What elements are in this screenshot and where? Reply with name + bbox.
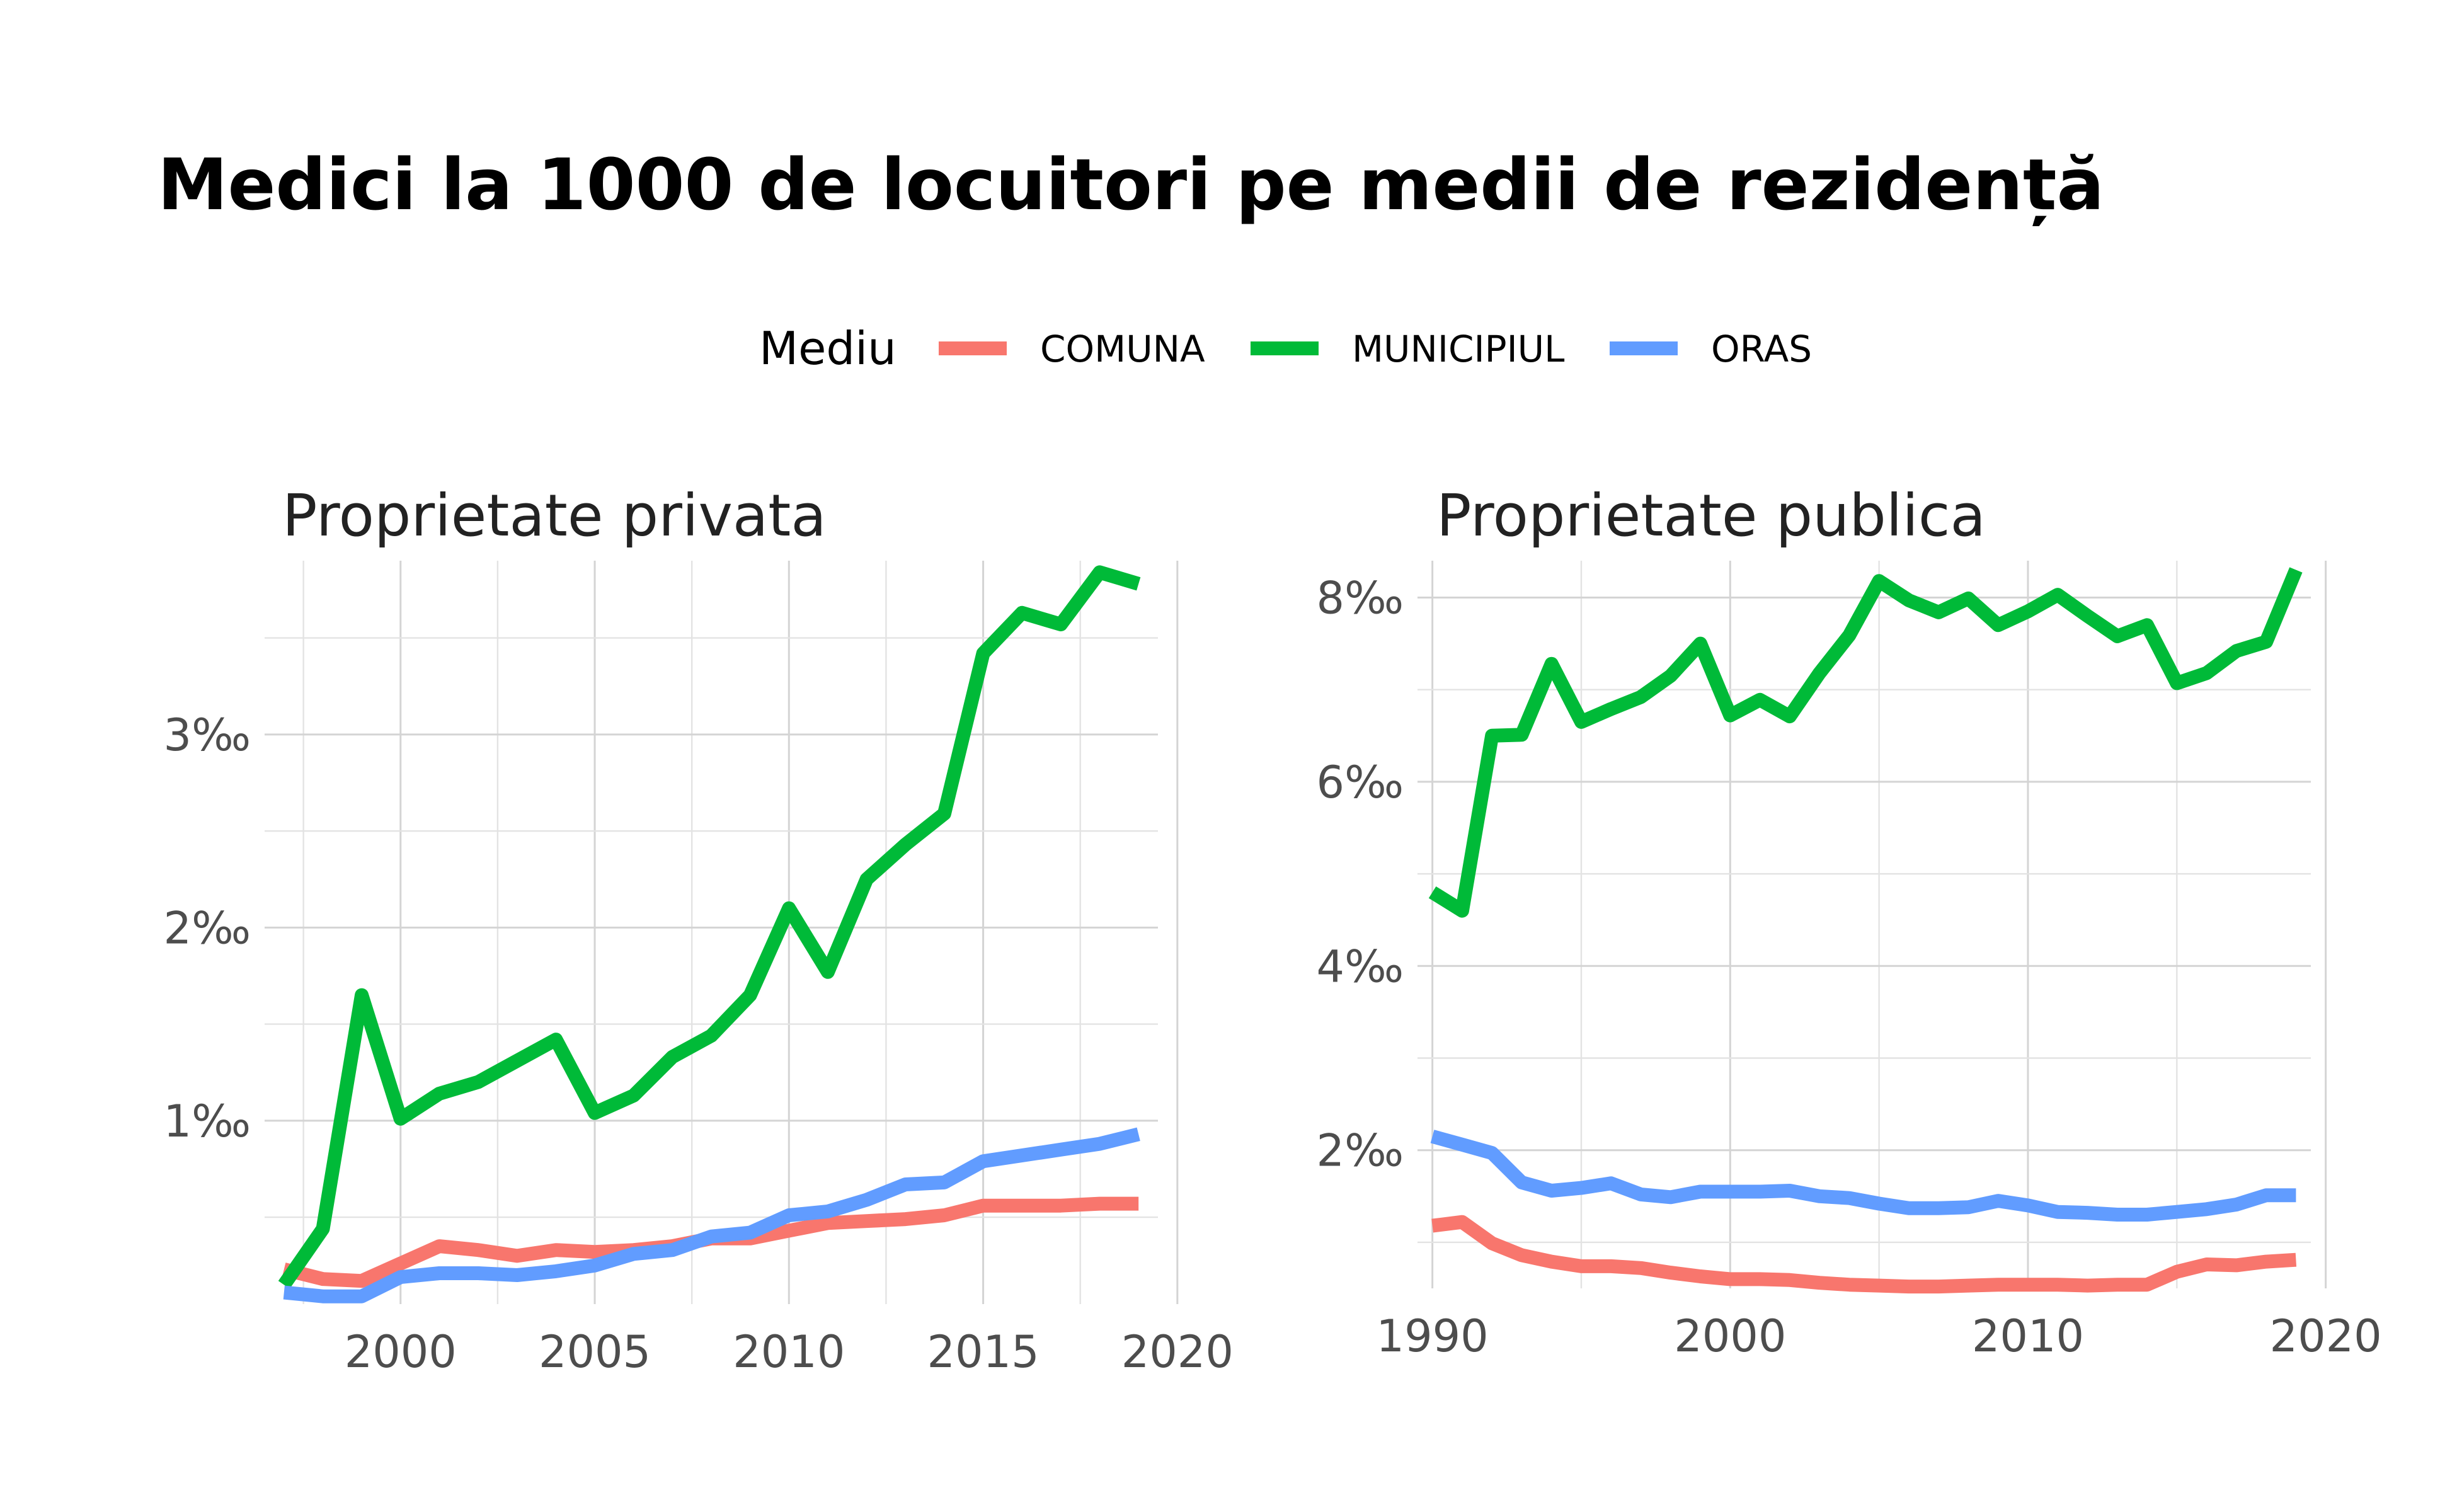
legend: Mediu COMUNA MUNICIPIUL ORAS: [759, 322, 1812, 375]
panel-title-publica: Proprietate publica: [1436, 482, 1986, 549]
x-tick-label: 2000: [1674, 1310, 1786, 1362]
panel-proprietate-privata: Proprietate privata 1‰ 2‰ 3‰ 2000 2005 2010 20…: [164, 482, 1234, 1378]
x-tick-label: 2020: [2270, 1310, 2382, 1362]
panel-proprietate-publica: Proprietate publica 2‰ 4‰ 6‰ 8‰ 1990 2000 2010…: [1317, 482, 2382, 1362]
legend-label-municipiul: MUNICIPIUL: [1352, 328, 1564, 370]
panel-title-privata: Proprietate privata: [282, 482, 827, 549]
y-tick-label: 6‰: [1317, 757, 1404, 808]
series-line-oras: [1430, 1130, 2296, 1222]
x-tick-label: 2010: [733, 1326, 845, 1378]
y-tick-label: 1‰: [164, 1096, 251, 1147]
y-tick-label: 8‰: [1317, 572, 1404, 624]
chart-title: Medici la 1000 de locuitori pe medii de …: [158, 144, 2104, 226]
panel-0-grid: [265, 561, 1179, 1304]
x-tick-label: 2005: [539, 1326, 651, 1378]
x-tick-label: 2020: [1121, 1326, 1234, 1378]
legend-label-comuna: COMUNA: [1040, 328, 1205, 370]
x-tick-label: 1990: [1377, 1310, 1489, 1362]
y-tick-label: 4‰: [1317, 941, 1404, 992]
x-tick-label: 2000: [345, 1326, 457, 1378]
series-line-oras: [283, 1127, 1140, 1303]
series-line-municipiul: [278, 565, 1141, 1289]
legend-label-oras: ORAS: [1711, 328, 1812, 370]
series-line-comuna: [1431, 1215, 2297, 1294]
series-line-municipiul: [1428, 567, 2303, 918]
x-tick-label: 2010: [1972, 1310, 2084, 1362]
y-tick-label: 3‰: [164, 709, 251, 761]
y-tick-label: 2‰: [164, 902, 251, 954]
legend-title: Mediu: [759, 322, 896, 375]
y-tick-label: 2‰: [1317, 1125, 1404, 1177]
x-tick-label: 2015: [927, 1326, 1039, 1378]
